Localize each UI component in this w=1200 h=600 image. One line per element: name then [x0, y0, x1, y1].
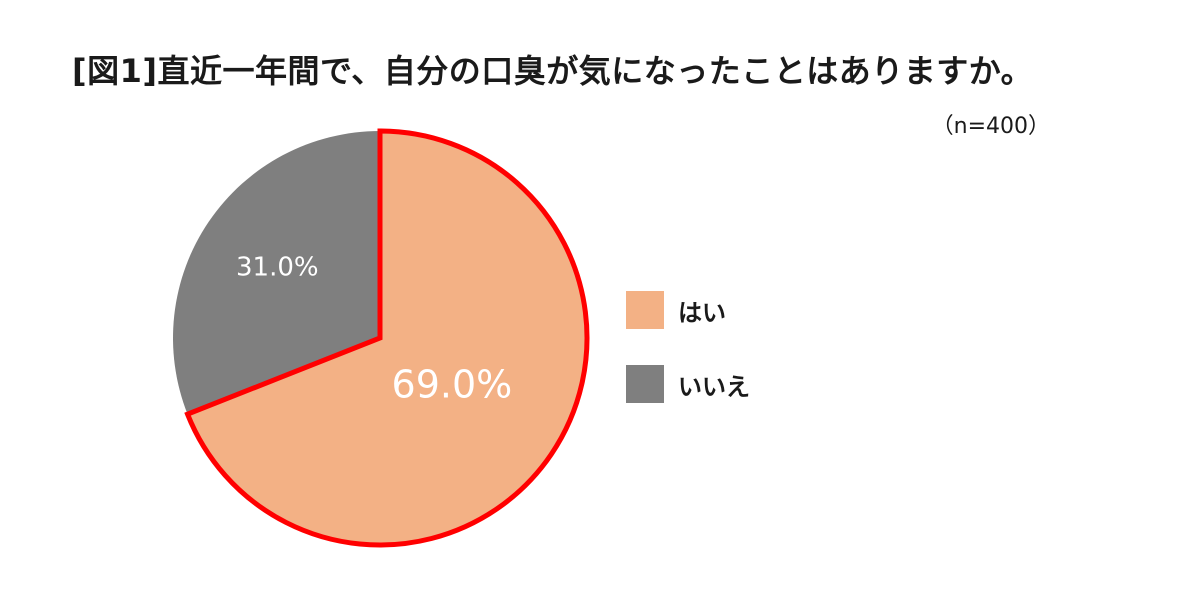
- legend: はい いいえ: [626, 290, 750, 438]
- pie-slice-yes: [184, 128, 590, 548]
- legend-swatch-yes: [626, 291, 664, 329]
- legend-label-yes: はい: [678, 298, 726, 327]
- data-label-yes: 69.0%: [392, 362, 513, 406]
- legend-item-yes: はい: [626, 290, 750, 330]
- pie-slice-no: [173, 131, 380, 415]
- chart-title: [図1]直近一年間で、自分の口臭が気になったことはありますか。: [72, 52, 1034, 90]
- sample-size-note: （n=400）: [931, 114, 1050, 139]
- legend-label-no: いいえ: [678, 372, 750, 401]
- legend-item-no: いいえ: [626, 364, 750, 404]
- legend-swatch-no: [626, 365, 664, 403]
- data-label-no: 31.0%: [236, 253, 319, 283]
